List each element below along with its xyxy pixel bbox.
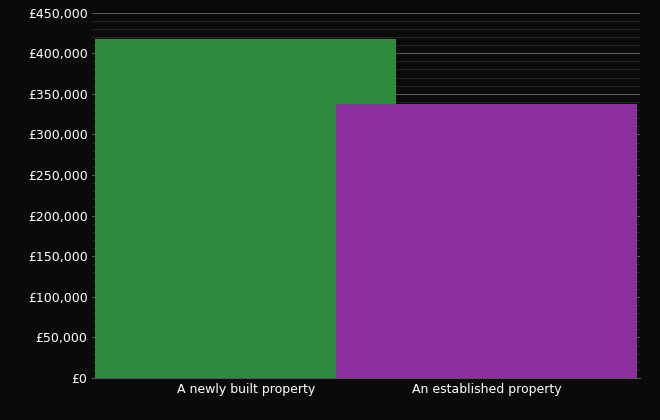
Bar [95, 39, 397, 378]
Bar [336, 104, 638, 378]
